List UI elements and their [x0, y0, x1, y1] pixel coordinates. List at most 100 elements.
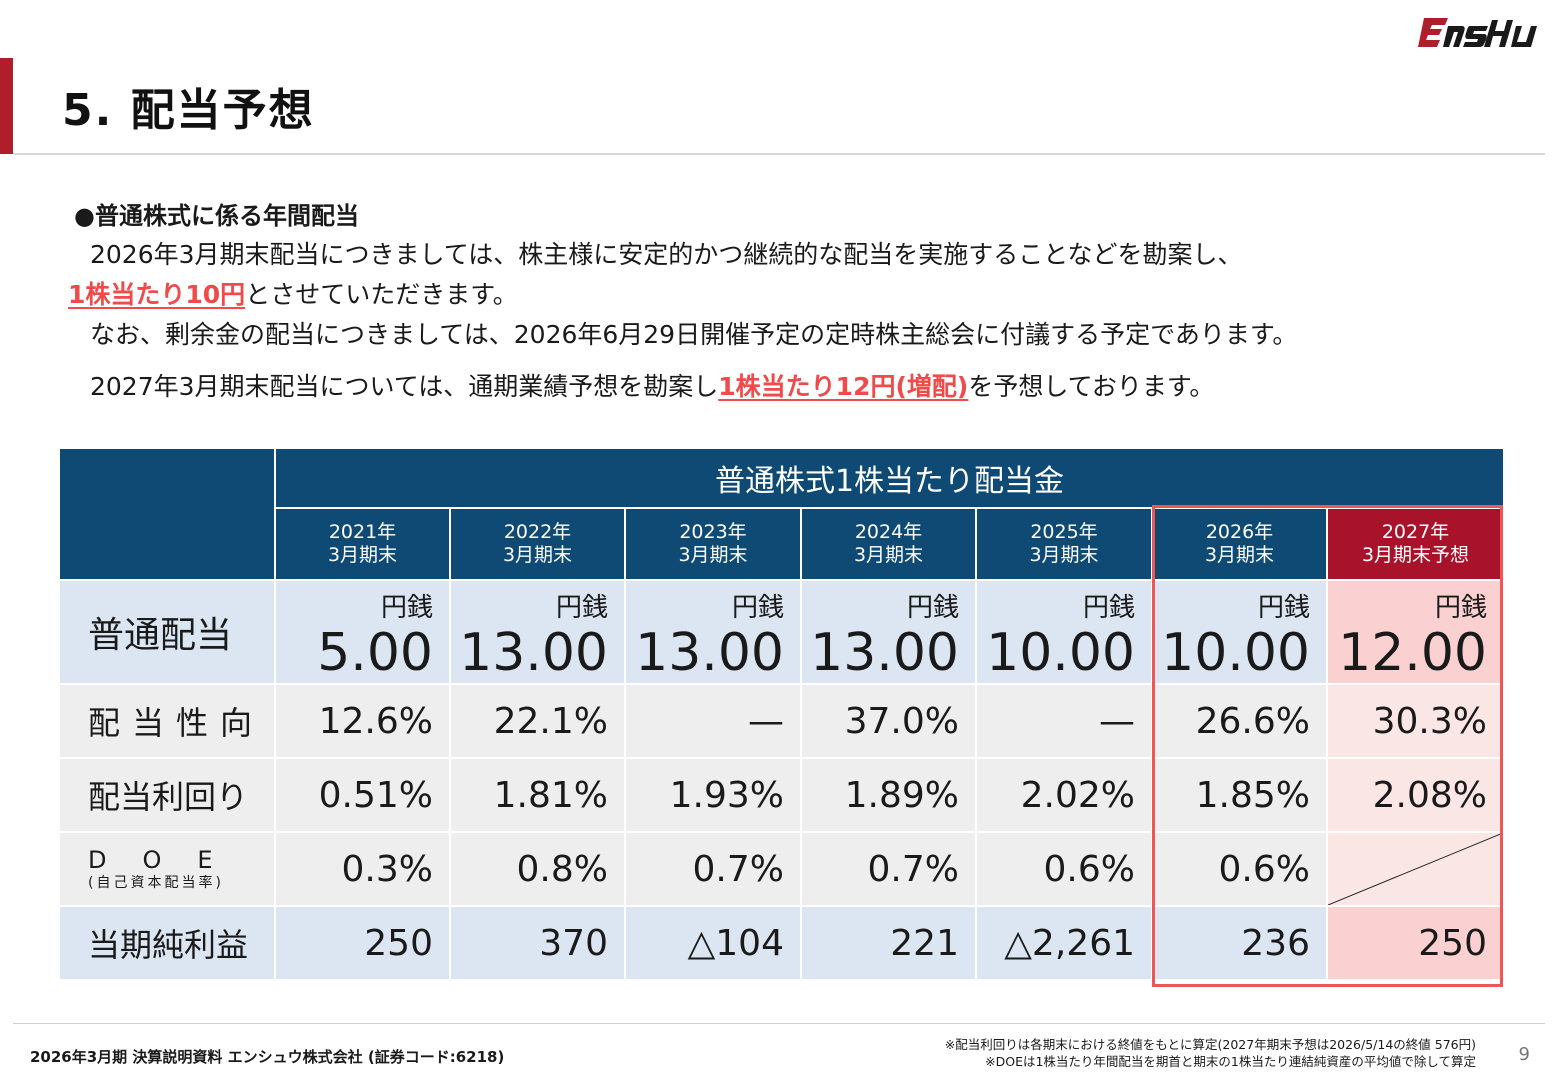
table-row-payout: 配当性向 12.6% 22.1% — 37.0% — 26.6% 30.3% — [58, 683, 1505, 759]
yield-value: 1.81% — [449, 757, 626, 833]
section-heading: ●普通株式に係る年間配当 — [74, 202, 359, 230]
doe-value: 0.8% — [449, 831, 626, 907]
column-year: 2027年 — [1381, 521, 1450, 543]
column-period: 3月期末 — [1204, 544, 1275, 566]
doe-value-forecast-empty — [1326, 831, 1505, 907]
column-year: 2023年 — [679, 521, 747, 543]
column-period: 3月期末 — [678, 544, 748, 566]
payout-value: — — [975, 683, 1153, 759]
dividend-value: 12.00 — [1338, 623, 1487, 683]
footer-notes: ※配当利回りは各期末における終値をもとに算定(2027年期末予想は2026/5/… — [945, 1036, 1476, 1070]
dividend-cell: 円銭 13.00 — [449, 579, 626, 685]
column-period: 3月期末 — [1029, 544, 1099, 566]
page-number: 9 — [1518, 1044, 1530, 1065]
column-header-2025: 2025年 3月期末 — [975, 507, 1153, 581]
dividend-value: 13.00 — [810, 623, 959, 683]
yield-value: 0.51% — [274, 757, 451, 833]
yield-value: 1.93% — [624, 757, 802, 833]
column-header-2027-forecast: 2027年 3月期末予想 — [1326, 507, 1505, 581]
yield-value-forecast: 2.08% — [1326, 757, 1505, 833]
unit-label: 円銭 — [1082, 593, 1135, 623]
column-year: 2025年 — [1030, 521, 1098, 543]
payout-value: 22.1% — [449, 683, 626, 759]
dividend-explanation: ●普通株式に係る年間配当 2026年3月期末配当につきましては、株主様に安定的か… — [68, 196, 1510, 407]
unit-label: 円銭 — [555, 593, 608, 623]
unit-label: 円銭 — [906, 593, 959, 623]
table-main-header: 普通株式1株当たり配当金 — [274, 447, 1505, 509]
title-accent-bar — [0, 58, 13, 154]
highlight-10yen: 1株当たり10円 — [68, 280, 246, 309]
net-income-value: 236 — [1151, 905, 1328, 981]
net-income-value: △2,261 — [975, 905, 1153, 981]
dividend-value: 10.00 — [986, 623, 1135, 683]
table-row-net-income: 当期純利益 250 370 △104 221 △2,261 236 250 — [58, 905, 1505, 981]
column-year: 2021年 — [328, 521, 397, 543]
row-label-payout: 配当性向 — [58, 683, 276, 759]
unit-label: 円銭 — [380, 593, 433, 623]
paragraph-1-rest: とさせていただきます。 — [245, 280, 518, 309]
enshu-logo — [1418, 18, 1537, 47]
footer-note-yield: ※配当利回りは各期末における終値をもとに算定(2027年期末予想は2026/5/… — [944, 1037, 1476, 1052]
dividend-cell: 円銭 10.00 — [1151, 579, 1328, 685]
paragraph-3-before: 2027年3月期末配当については、通期業績予想を勘案し — [90, 372, 719, 401]
doe-value: 0.7% — [624, 831, 802, 907]
footer-document-title: 2026年3月期 決算説明資料 エンシュウ株式会社 (証券コード:6218) — [30, 1048, 505, 1066]
doe-value: 0.7% — [800, 831, 977, 907]
column-period: 3月期末予想 — [1361, 544, 1470, 566]
footer-note-doe: ※DOEは1株当たり年間配当を期首と期末の1株当たり連結純資産の平均値で除して算… — [985, 1054, 1476, 1069]
doe-value: 0.6% — [1151, 831, 1328, 907]
table-row-yield: 配当利回り 0.51% 1.81% 1.93% 1.89% 2.02% 1.85… — [58, 757, 1505, 833]
dividend-value: 5.00 — [317, 623, 433, 683]
unit-label: 円銭 — [1257, 593, 1310, 623]
paragraph-2: なお、剰余金の配当につきましては、2026年6月29日開催予定の定時株主総会に付… — [90, 320, 1298, 349]
table-corner-cell — [58, 447, 276, 581]
paragraph-3: 2027年3月期末配当については、通期業績予想を勘案し1株当たり12円(増配)を… — [70, 367, 1510, 407]
payout-value: — — [624, 683, 802, 759]
column-header-2021: 2021年 3月期末 — [274, 507, 451, 581]
column-year: 2022年 — [503, 521, 572, 543]
dividend-cell: 円銭 13.00 — [624, 579, 802, 685]
dividend-cell: 円銭 13.00 — [800, 579, 977, 685]
payout-value-forecast: 30.3% — [1326, 683, 1505, 759]
column-header-2023: 2023年 3月期末 — [624, 507, 802, 581]
doe-label: DOE — [88, 846, 249, 874]
net-income-value-forecast: 250 — [1326, 905, 1505, 981]
table-row-doe: DOE (自己資本配当率) 0.3% 0.8% 0.7% 0.7% 0.6% 0.… — [58, 831, 1505, 907]
payout-value: 26.6% — [1151, 683, 1328, 759]
doe-value: 0.6% — [975, 831, 1153, 907]
title-divider — [13, 153, 1545, 155]
row-label-net-income: 当期純利益 — [58, 905, 276, 981]
paragraph-1-line-1: 2026年3月期末配当につきましては、株主様に安定的かつ継続的な配当を実施するこ… — [90, 240, 1243, 269]
column-header-2024: 2024年 3月期末 — [800, 507, 977, 581]
dividend-cell: 円銭 5.00 — [274, 579, 451, 685]
column-year: 2024年 — [854, 521, 923, 543]
dividend-cell-forecast: 円銭 12.00 — [1326, 579, 1505, 685]
table-row-dividend: 普通配当 円銭 5.00 円銭 13.00 円銭 13.00 円銭 13.00 円銭 10… — [58, 579, 1505, 685]
dividend-value: 13.00 — [635, 623, 784, 683]
net-income-value: 221 — [800, 905, 977, 981]
doe-value: 0.3% — [274, 831, 451, 907]
net-income-value: 250 — [274, 905, 451, 981]
paragraph-1-line-2: 1株当たり10円とさせていただきます。 — [68, 275, 1510, 315]
column-header-2022: 2022年 3月期末 — [449, 507, 626, 581]
column-period: 3月期末 — [327, 544, 398, 566]
net-income-value: △104 — [624, 905, 802, 981]
diagonal-slash — [1328, 833, 1503, 905]
unit-label: 円銭 — [1434, 593, 1487, 623]
yield-value: 1.85% — [1151, 757, 1328, 833]
column-header-2026: 2026年 3月期末 — [1151, 507, 1328, 581]
unit-label: 円銭 — [731, 593, 784, 623]
yield-value: 2.02% — [975, 757, 1153, 833]
net-income-value: 370 — [449, 905, 626, 981]
payout-value: 37.0% — [800, 683, 977, 759]
dividend-cell: 円銭 10.00 — [975, 579, 1153, 685]
paragraph-3-after: を予想しております。 — [968, 372, 1215, 401]
dividend-table: 普通株式1株当たり配当金 2021年 3月期末 2022年 3月期末 2023年 3月… — [58, 447, 1505, 981]
column-year: 2026年 — [1205, 521, 1274, 543]
row-label-doe: DOE (自己資本配当率) — [58, 831, 276, 907]
highlight-12yen: 1株当たり12円(増配) — [718, 372, 969, 401]
column-period: 3月期末 — [853, 544, 924, 566]
payout-value: 12.6% — [274, 683, 451, 759]
dividend-value: 10.00 — [1161, 623, 1310, 683]
row-label-dividend: 普通配当 — [58, 579, 276, 685]
